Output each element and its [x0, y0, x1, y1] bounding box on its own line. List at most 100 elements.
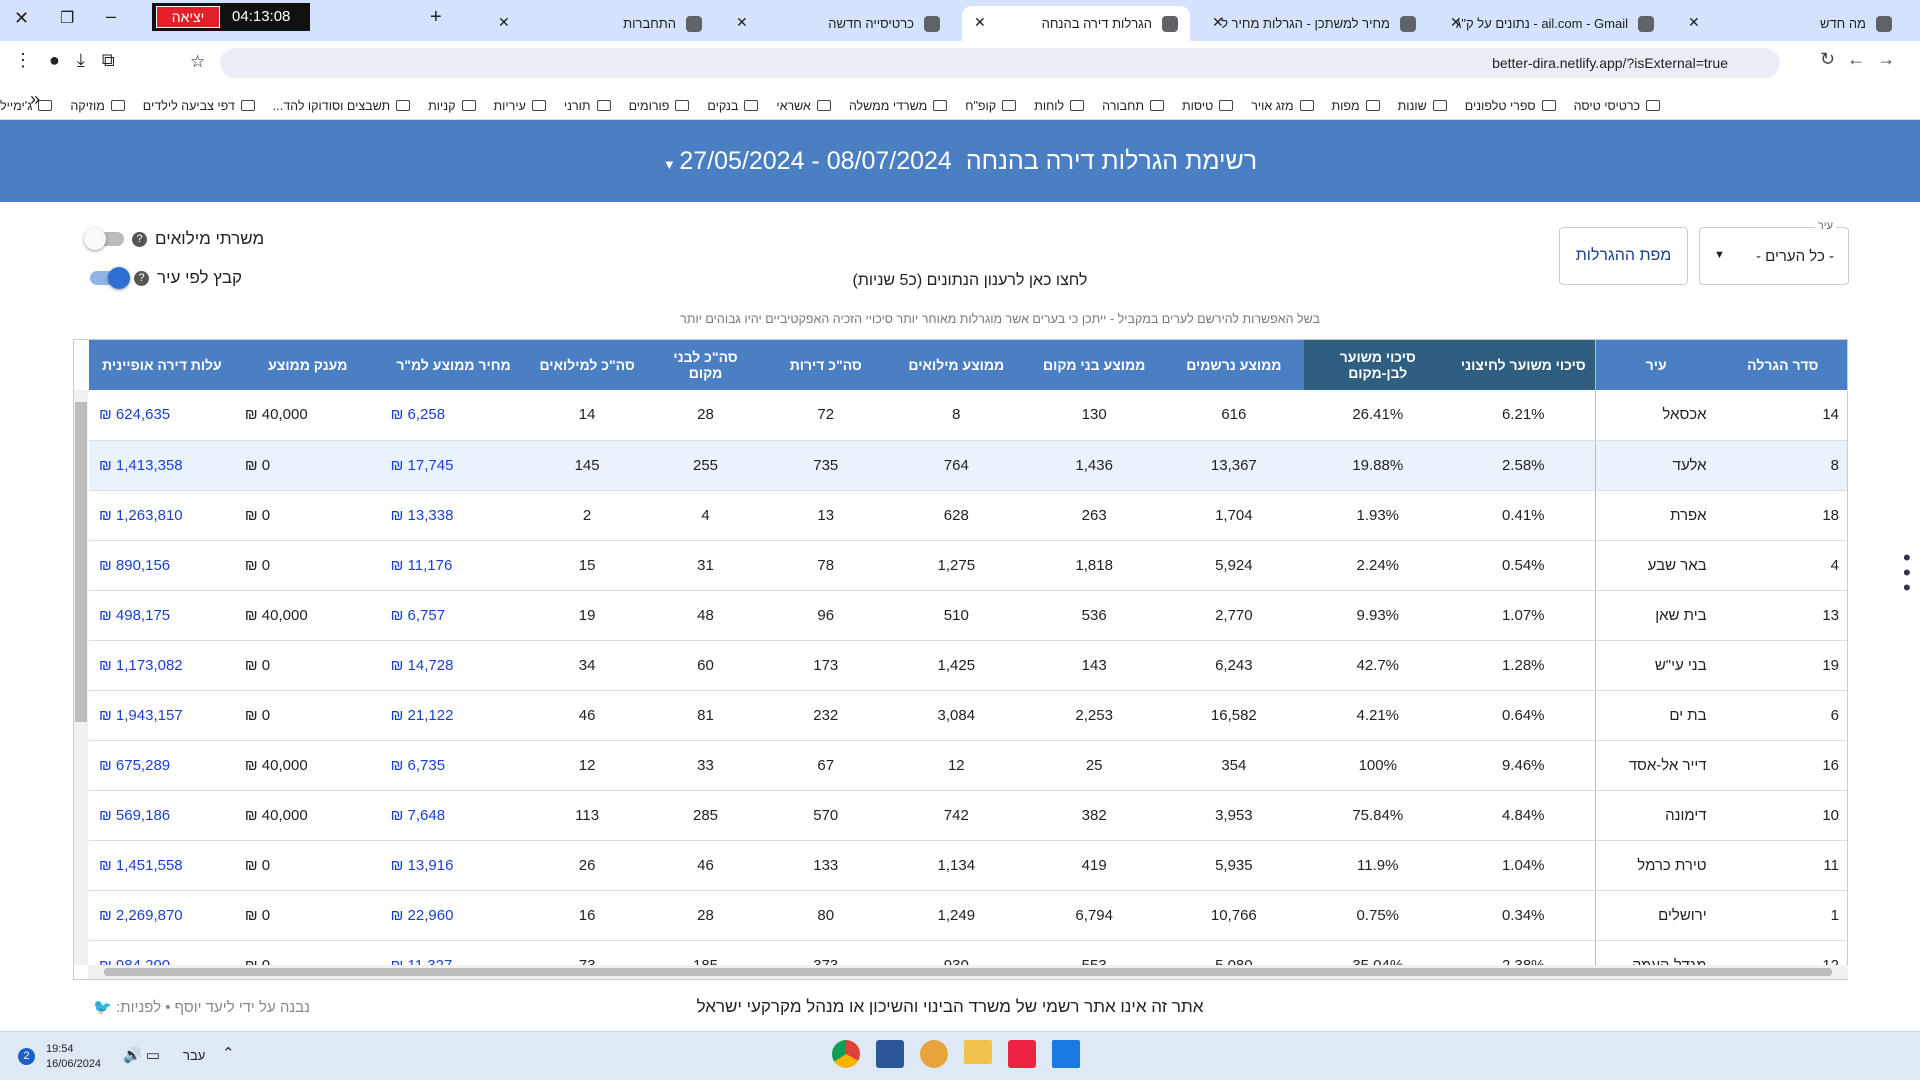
table-cell: אלעד: [1595, 440, 1716, 490]
bookmark[interactable]: ג'ימייל: [0, 92, 52, 119]
bookmark[interactable]: דפי צביעה לילדים: [143, 92, 255, 119]
table-cell: 100%: [1304, 740, 1452, 790]
table-row[interactable]: 10דימונה4.84%75.84%3,953382742570285113₪…: [89, 790, 1848, 840]
tab-close[interactable]: ✕: [1450, 14, 1462, 31]
table-row[interactable]: 4באר שבע0.54%2.24%5,9241,8181,275783115₪…: [89, 540, 1848, 590]
table-cell: 34: [526, 640, 647, 690]
vertical-scrollbar[interactable]: [74, 390, 88, 965]
star-button[interactable]: ☆: [190, 52, 205, 72]
column-header[interactable]: עיר: [1595, 340, 1716, 390]
bookmark[interactable]: שונות: [1398, 92, 1447, 119]
bookmark[interactable]: קניות: [428, 92, 475, 119]
exit-button[interactable]: יציאה: [156, 6, 220, 28]
browser-tab[interactable]: מחיר למשתכן - הגרלות מחיר ל✕: [1200, 6, 1428, 41]
bookmark[interactable]: מפות: [1332, 92, 1380, 119]
close-window[interactable]: ✕: [14, 8, 29, 29]
bookmark[interactable]: ספרי טלפונים: [1465, 92, 1556, 119]
column-header[interactable]: ממוצע מילואים: [888, 340, 1024, 390]
group-toggle[interactable]: קבץ לפי עיר?: [82, 268, 242, 288]
bookmark[interactable]: כרטיסי טיסה: [1574, 92, 1660, 119]
notification-badge[interactable]: 2: [18, 1048, 35, 1065]
new-tab[interactable]: +: [430, 6, 442, 29]
column-header[interactable]: ממוצע נרשמים: [1164, 340, 1304, 390]
table-cell: 113: [526, 790, 647, 840]
bookmark[interactable]: תשבצים וסודוקו להד...: [273, 92, 410, 119]
table-row[interactable]: 11טירת כרמל1.04%11.9%5,9354191,134133462…: [89, 840, 1848, 890]
table-cell: 419: [1024, 840, 1164, 890]
table-row[interactable]: 13בית שאן1.07%9.93%2,770536510964819₪ 6,…: [89, 590, 1848, 640]
language[interactable]: עבר: [183, 1048, 205, 1063]
table-cell: 9.46%: [1452, 740, 1595, 790]
restore-window[interactable]: ❐: [60, 8, 74, 28]
column-header[interactable]: סה"כ למילואים: [526, 340, 647, 390]
column-header[interactable]: סה"כ לבני מקום: [648, 340, 763, 390]
column-header[interactable]: מענק ממוצע: [235, 340, 381, 390]
bookmark[interactable]: תורני: [564, 92, 611, 119]
table-row[interactable]: 1ירושלים0.34%0.75%10,7666,7941,249802816…: [89, 890, 1848, 940]
column-header[interactable]: ממוצע בני מקום: [1024, 340, 1164, 390]
table-cell: דייר אל-אסד: [1595, 740, 1716, 790]
bookmark[interactable]: פורומים: [629, 92, 690, 119]
side-menu[interactable]: •••: [1903, 550, 1911, 595]
table-row[interactable]: 16דייר אל-אסד9.46%100%3542512673312₪ 6,7…: [89, 740, 1848, 790]
bookmark-label: עיריות: [494, 99, 526, 113]
column-header[interactable]: מחיר ממוצע למ"ר: [381, 340, 527, 390]
table-cell: 4.21%: [1304, 690, 1452, 740]
bookmark[interactable]: מזג אויר: [1251, 92, 1313, 119]
timer-widget: יציאה 04:13:08: [152, 3, 310, 31]
tab-close[interactable]: ✕: [974, 14, 986, 31]
browser-tab[interactable]: ail.com - Gmail - נתונים על ק"ג✕: [1438, 6, 1666, 41]
tab-close[interactable]: ✕: [1688, 14, 1700, 31]
clock[interactable]: 19:5416/06/2024: [46, 1042, 101, 1072]
bookmark[interactable]: לוחות: [1034, 92, 1084, 119]
browser-tab[interactable]: כרטיסייה חדשה✕: [724, 6, 952, 41]
browser-tab[interactable]: התחברות✕: [486, 6, 714, 41]
column-header[interactable]: עלות דירה אופיינית: [89, 340, 235, 390]
address-bar[interactable]: better-dira.netlify.app/?isExternal=true: [220, 48, 1780, 78]
browser-tab[interactable]: הגרלות דירה בהנחה✕: [962, 6, 1190, 41]
tab-close[interactable]: ✕: [736, 14, 748, 31]
map-button[interactable]: מפת ההגרלות: [1559, 227, 1688, 285]
minimize-window[interactable]: –: [106, 6, 116, 27]
folder-icon: [1070, 100, 1084, 111]
table-cell: 14: [526, 390, 647, 440]
browser-tab[interactable]: מה חדש✕: [1676, 6, 1904, 41]
table-row[interactable]: 8אלעד2.58%19.88%13,3671,436764735255145₪…: [89, 440, 1848, 490]
tab-close[interactable]: ✕: [1212, 14, 1224, 31]
bookmark[interactable]: משרדי ממשלה: [849, 92, 947, 119]
more-bookmarks[interactable]: »: [30, 89, 40, 110]
horizontal-scrollbar[interactable]: [88, 965, 1848, 979]
disclaimer: אתר זה אינו אתר רשמי של משרד הבינוי והשי…: [500, 997, 1400, 1017]
table-row[interactable]: 6בת ים0.64%4.21%16,5822,2533,0842328146₪…: [89, 690, 1848, 740]
table-cell: 16: [1717, 740, 1848, 790]
tab-close[interactable]: ✕: [498, 14, 510, 31]
bookmark[interactable]: קופ"ח: [965, 92, 1016, 119]
column-header[interactable]: סיכוי משוער לחיצוני: [1452, 340, 1595, 390]
bookmark[interactable]: אשראי: [776, 92, 831, 119]
table-row[interactable]: 18אפרת0.41%1.93%1,7042636281342₪ 13,338₪…: [89, 490, 1848, 540]
city-select[interactable]: עיר - כל הערים - ▼: [1699, 227, 1849, 285]
table-cell: 26: [526, 840, 647, 890]
column-header[interactable]: סה"כ דירות: [763, 340, 888, 390]
toolbar-icons[interactable]: ⋮ ● ⤓ ⧉: [14, 50, 121, 71]
reserve-toggle[interactable]: משרתי מילואים?: [80, 229, 264, 249]
bookmark[interactable]: תחבורה: [1102, 92, 1164, 119]
table-row[interactable]: 14אכסאל6.21%26.41%6161308722814₪ 6,258₪ …: [89, 390, 1848, 440]
nav-buttons[interactable]: ↻←→: [1820, 49, 1907, 70]
table-cell: 0.54%: [1452, 540, 1595, 590]
refresh-link[interactable]: לחצו כאן לרענון הנתונים (כ5 שניות): [760, 272, 1180, 290]
table-row[interactable]: 19בני עי"ש1.28%42.7%6,2431431,4251736034…: [89, 640, 1848, 690]
column-header[interactable]: סיכוי משוער לבן-מקום: [1304, 340, 1452, 390]
table-cell: 6,243: [1164, 640, 1304, 690]
bookmark-label: מוזיקה: [70, 99, 104, 113]
date-range[interactable]: ▼ 27/05/2024 - 08/07/2024: [663, 147, 952, 176]
table-cell: ₪ 6,258: [381, 390, 527, 440]
table-cell: 145: [526, 440, 647, 490]
column-header[interactable]: סדר הגרלה: [1717, 340, 1848, 390]
bookmark[interactable]: טיסות: [1182, 92, 1233, 119]
bookmark[interactable]: בנקים: [707, 92, 758, 119]
bookmark[interactable]: עיריות: [494, 92, 546, 119]
table-cell: ₪ 0: [235, 540, 381, 590]
bookmark[interactable]: מוזיקה: [70, 92, 124, 119]
table-cell: 628: [888, 490, 1024, 540]
